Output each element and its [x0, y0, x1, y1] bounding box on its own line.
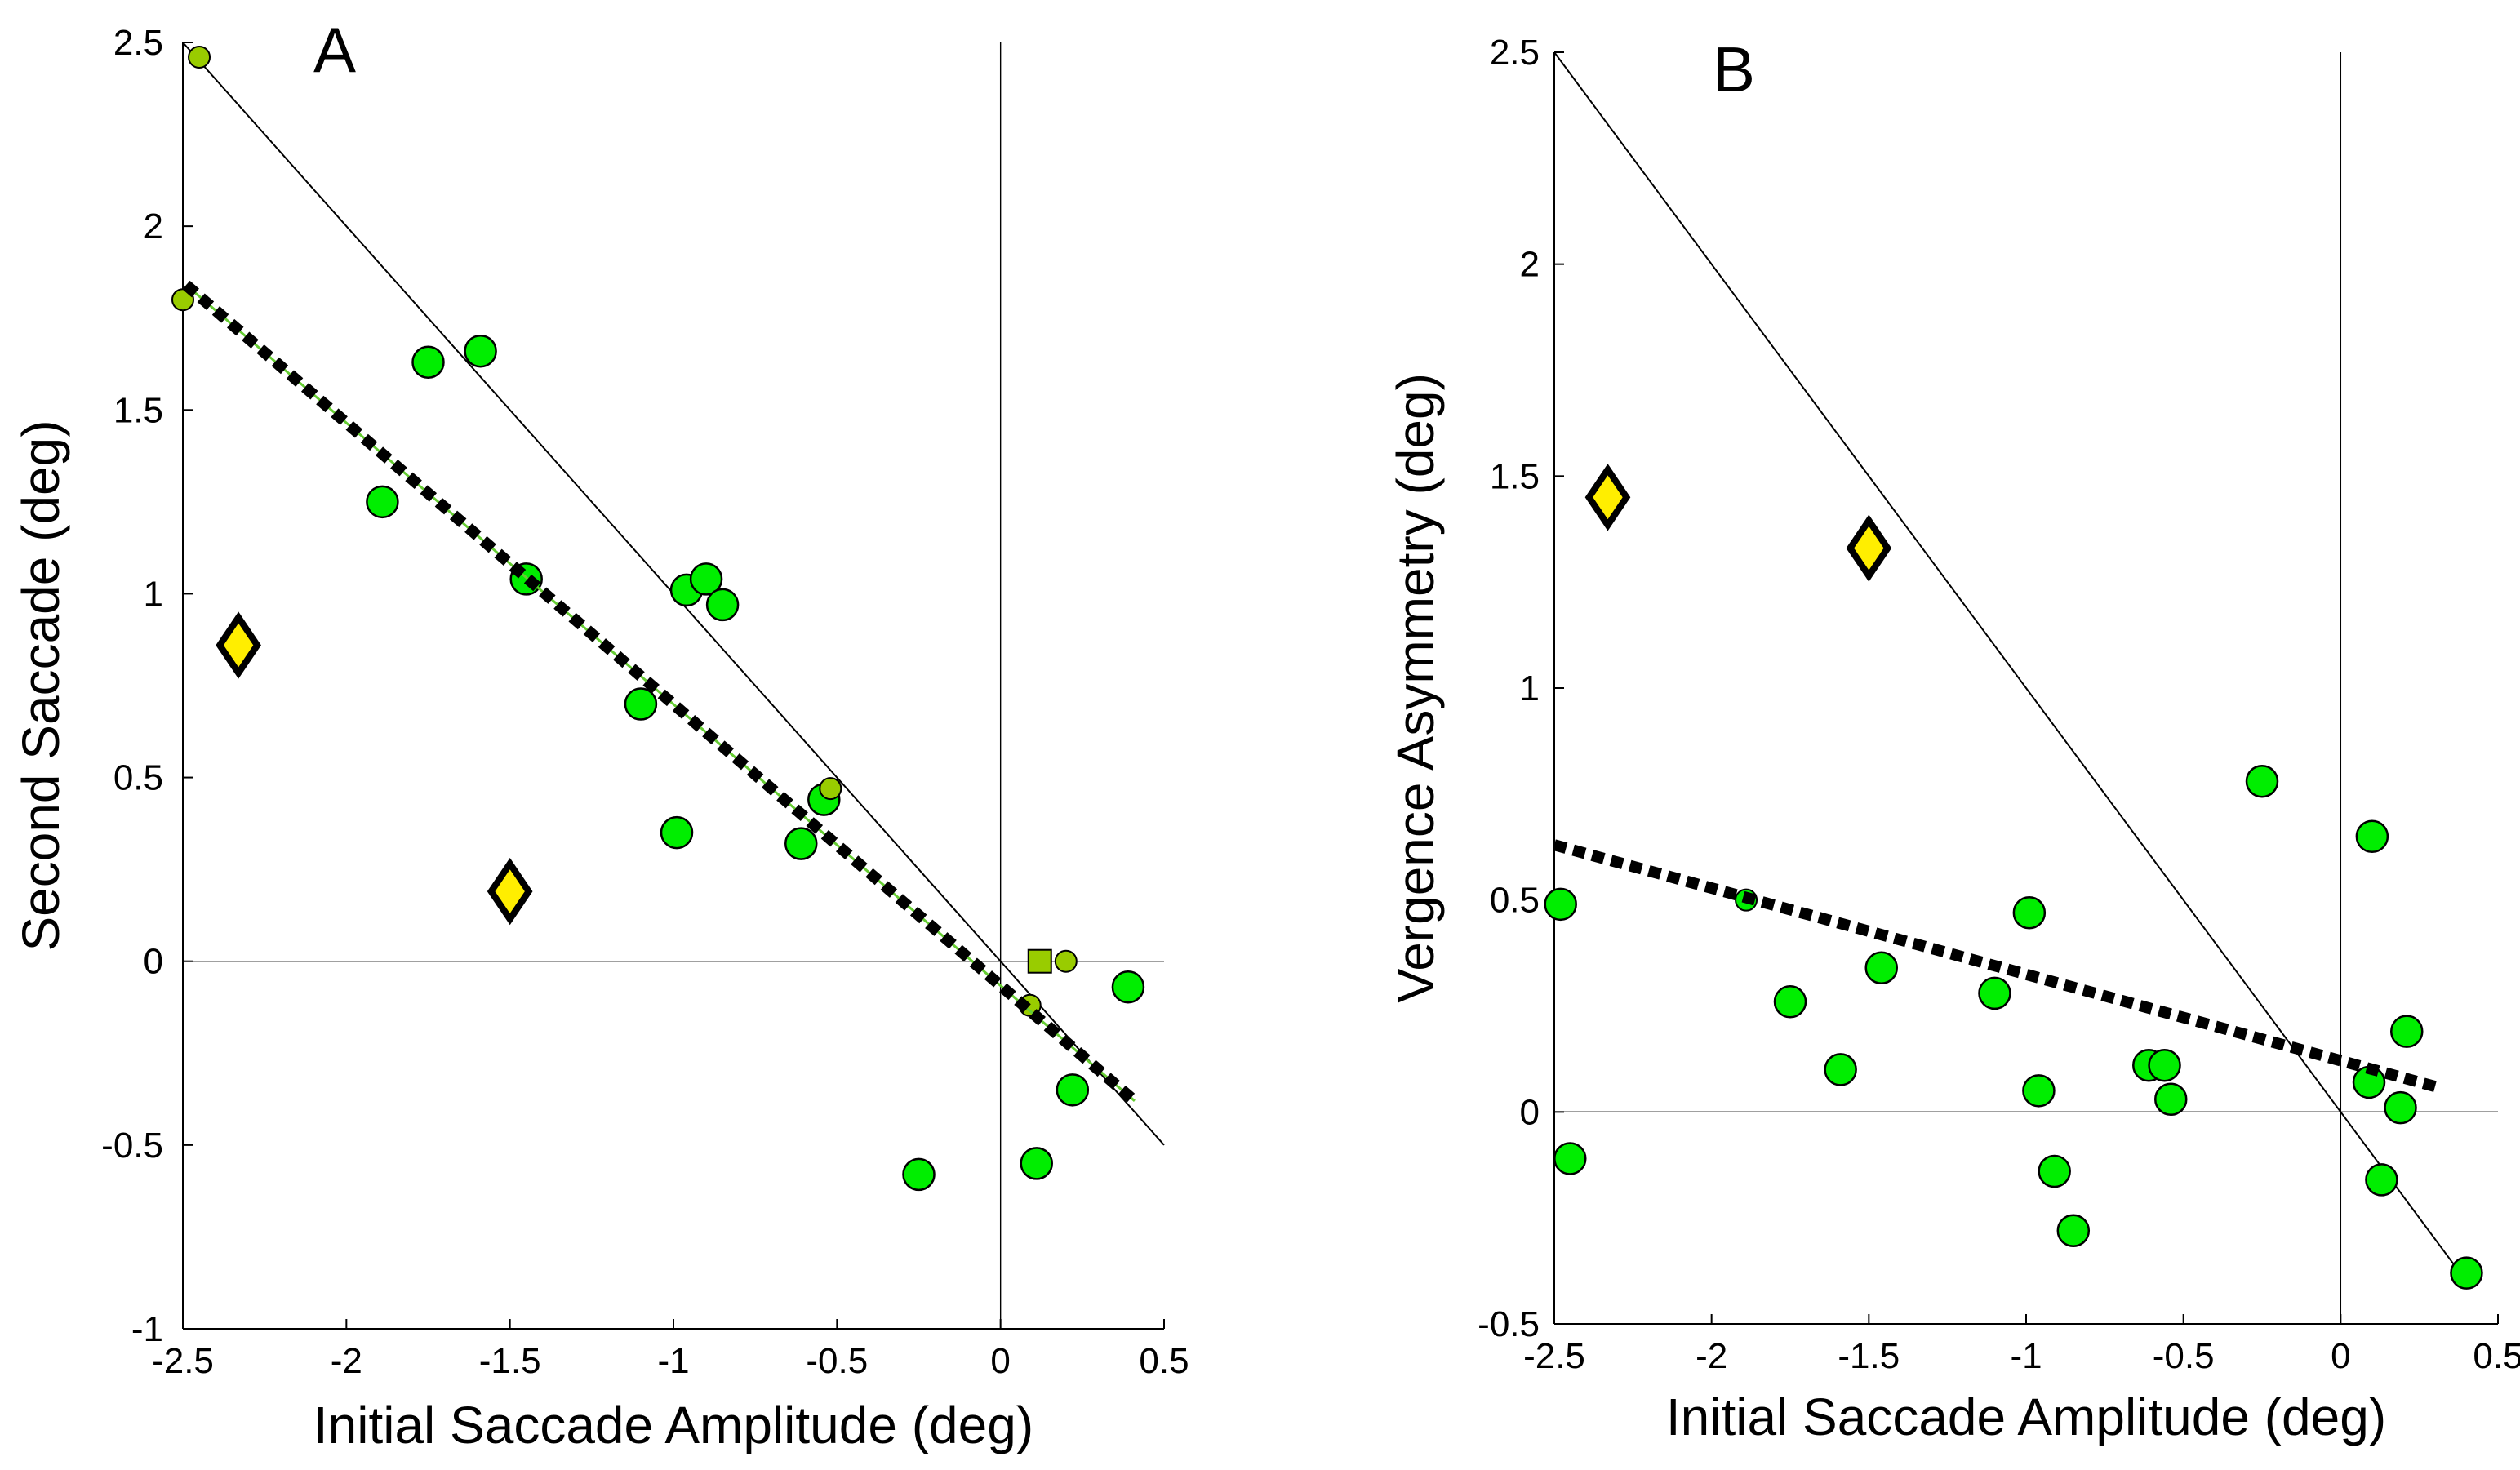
x-tick-label: -1: [2010, 1336, 2042, 1376]
data-point: [689, 562, 723, 596]
data-point-diamond: [1584, 464, 1631, 531]
data-point: [624, 687, 658, 721]
x-axis-label: Initial Saccade Amplitude (deg): [313, 1396, 1033, 1454]
data-point: [1111, 970, 1145, 1004]
y-tick-label: 1: [1520, 668, 1540, 708]
panel-letter: B: [1713, 33, 1755, 105]
data-point-diamond: [1846, 514, 1892, 582]
data-point: [902, 1157, 936, 1192]
regression-line: [1553, 839, 2437, 1092]
y-tick-label: 1.5: [1490, 456, 1540, 496]
data-point: [2012, 895, 2047, 930]
data-point: [2365, 1163, 2398, 1197]
data-point: [366, 485, 399, 519]
x-tick-label: -2.5: [1523, 1336, 1585, 1376]
x-tick-label: -1.5: [479, 1341, 541, 1381]
x-tick-label: -2: [1696, 1336, 1727, 1376]
data-point: [2154, 1082, 2188, 1117]
data-point: [1553, 1142, 1587, 1175]
x-tick-label: -2: [331, 1341, 362, 1381]
data-point: [1864, 951, 1898, 985]
data-point-diamond: [487, 858, 533, 926]
data-point-small: [1054, 949, 1078, 973]
data-point-small: [188, 46, 211, 69]
data-point: [2038, 1154, 2071, 1188]
y-tick-label: -0.5: [101, 1126, 163, 1166]
data-point: [2384, 1090, 2417, 1125]
panel-letter: A: [313, 14, 356, 86]
data-point: [2390, 1015, 2424, 1048]
y-tick-label: -0.5: [1478, 1304, 1540, 1344]
x-tick-label: 0: [990, 1341, 1010, 1381]
data-point: [464, 334, 497, 368]
y-tick-label: 2.5: [113, 23, 163, 63]
x-tick-label: 0.5: [1139, 1341, 1189, 1381]
data-point: [1056, 1073, 1090, 1107]
data-point: [705, 588, 740, 622]
y-axis-label: Vergence Asymmetry (deg): [1386, 373, 1445, 1003]
x-tick-label: -2.5: [152, 1341, 214, 1381]
x-tick-label: 0.5: [2473, 1336, 2520, 1376]
y-tick-label: 2: [144, 207, 163, 246]
x-axis-label: Initial Saccade Amplitude (deg): [1666, 1388, 2386, 1446]
data-point: [1978, 976, 2011, 1010]
data-point: [411, 345, 445, 379]
y-tick-label: 1.5: [113, 390, 163, 430]
x-tick-label: -0.5: [2153, 1336, 2215, 1376]
x-tick-label: -0.5: [806, 1341, 868, 1381]
data-point: [2056, 1214, 2091, 1247]
data-point: [660, 815, 694, 850]
x-tick-label: 0: [2331, 1336, 2350, 1376]
data-point: [2355, 819, 2389, 854]
reference-line: [1553, 51, 2468, 1282]
y-tick-label: 1: [144, 574, 163, 614]
y-axis-label: Second Saccade (deg): [11, 420, 70, 951]
y-tick-label: 0.5: [113, 758, 163, 798]
y-tick-label: 2: [1520, 245, 1540, 285]
data-point-diamond: [216, 611, 261, 679]
data-point: [2148, 1048, 2181, 1082]
data-point: [2022, 1074, 2056, 1108]
regression-line: [182, 280, 1139, 1106]
data-point: [1544, 887, 1577, 922]
x-tick-label: -1.5: [1838, 1336, 1900, 1376]
data-point: [784, 827, 818, 860]
data-point: [1773, 985, 1807, 1019]
data-point-small: [819, 777, 842, 801]
panel-a: -2.5 -2 -1.5 -1 -0.5 0 0.5 -1 -0.5 0 0.5 1 1.5 2 2.5 In…: [11, 14, 1189, 1454]
data-point: [2245, 765, 2279, 798]
y-tick-label: -1: [131, 1309, 163, 1349]
data-point: [1020, 1147, 1053, 1180]
y-tick-label: 0.5: [1490, 881, 1540, 921]
data-point: [1824, 1053, 1857, 1086]
y-tick-label: 0: [1520, 1092, 1540, 1132]
y-tick-label: 2.5: [1490, 33, 1540, 73]
x-tick-label: -1: [657, 1341, 689, 1381]
data-point-square: [1027, 948, 1052, 974]
data-point: [2450, 1256, 2483, 1290]
y-tick-label: 0: [144, 942, 163, 982]
panel-b: -2.5 -2 -1.5 -1 -0.5 0 0.5 -0.5 0 0.5 1 1.5 2 2.5 Init…: [1386, 33, 2520, 1446]
